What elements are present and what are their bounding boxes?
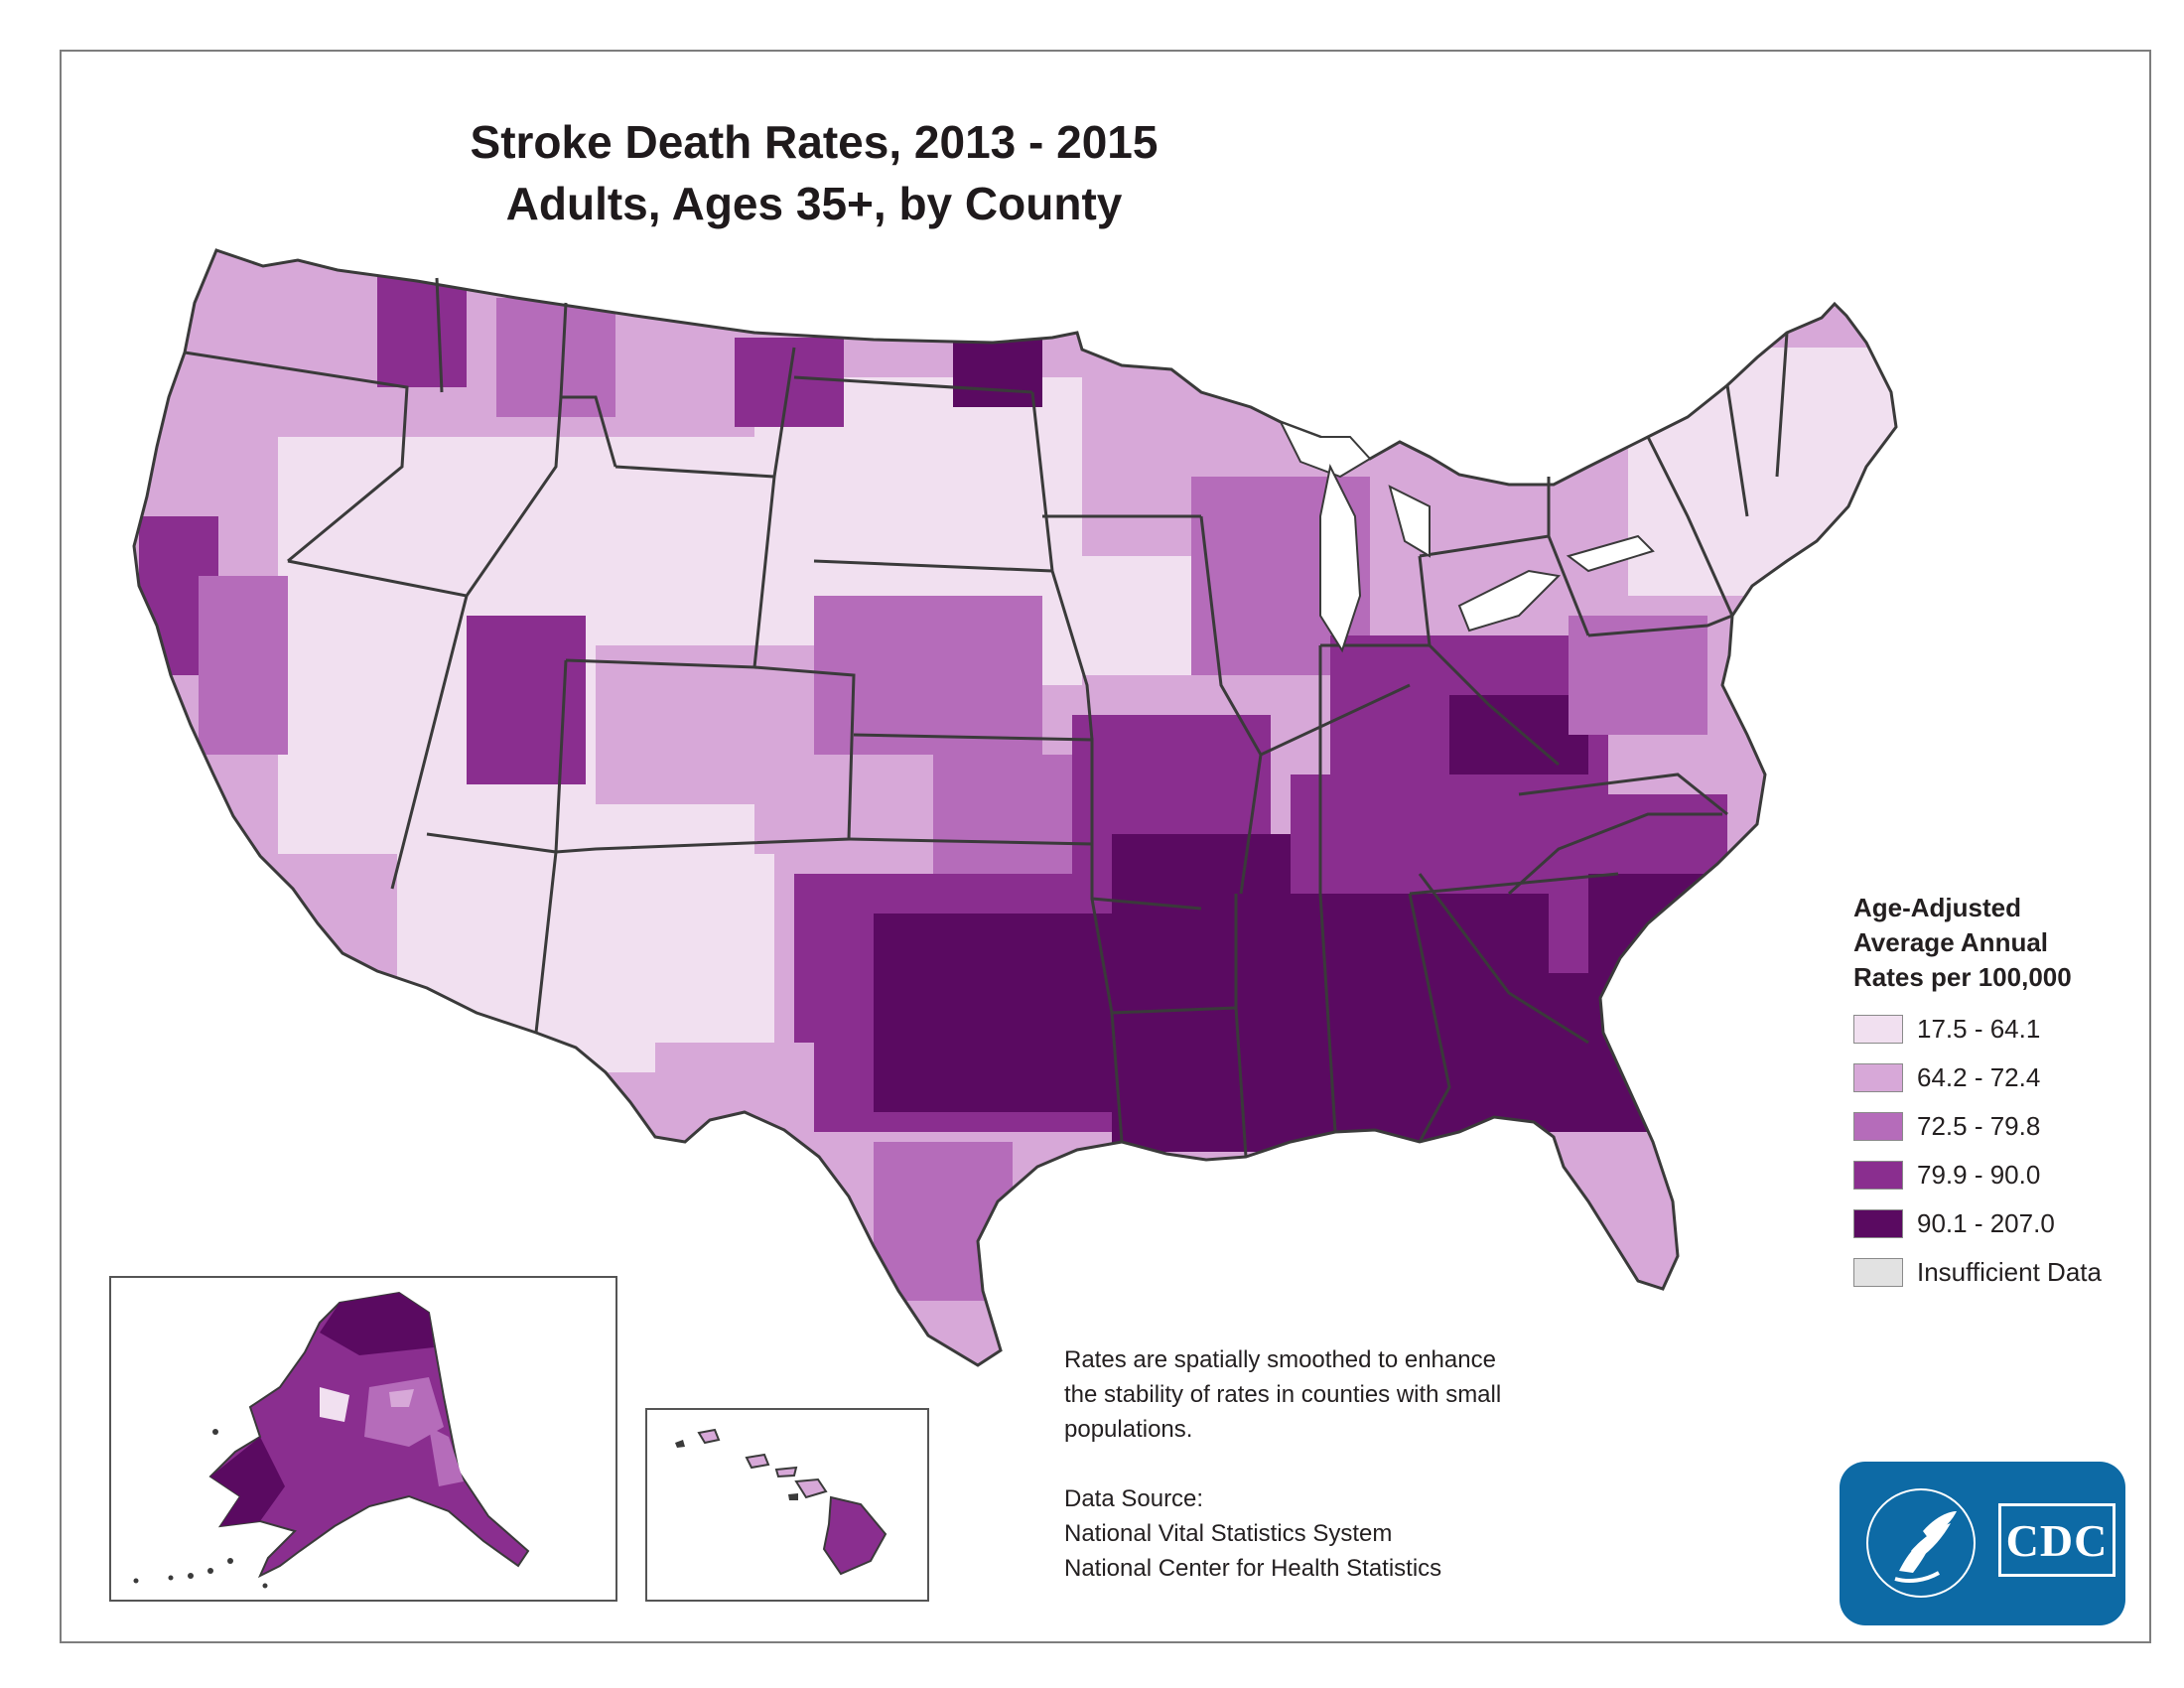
legend-title: Age-Adjusted Average Annual Rates per 10… [1853,891,2151,995]
smoothing-note-line: Rates are spatially smoothed to enhance [1064,1346,1496,1373]
legend-title-line: Average Annual [1853,927,2049,957]
legend-item: Insufficient Data [1853,1248,2151,1297]
smoothing-note-line: populations. [1064,1416,1193,1443]
great-lakes [1278,420,1655,653]
legend-item: 90.1 - 207.0 [1853,1199,2151,1248]
county-fill-layer [134,250,1896,1365]
legend-swatch [1853,1015,1903,1044]
alaska-map [133,1291,530,1589]
legend-label: 79.9 - 90.0 [1917,1160,2041,1190]
data-source-line: National Center for Health Statistics [1064,1555,1442,1582]
map-notes: Rates are spatially smoothed to enhance … [1064,1342,1580,1586]
legend-swatch [1853,1112,1903,1141]
smoothing-note-line: the stability of rates in counties with … [1064,1381,1502,1408]
legend-title-line: Rates per 100,000 [1853,962,2072,992]
legend-item: 79.9 - 90.0 [1853,1151,2151,1199]
title-line-2: Adults, Ages 35+, by County [505,178,1123,229]
legend: Age-Adjusted Average Annual Rates per 10… [1853,891,2151,1297]
legend-item: 17.5 - 64.1 [1853,1005,2151,1054]
legend-swatch [1853,1063,1903,1092]
data-source-heading: Data Source: [1064,1485,1204,1512]
legend-label: 64.2 - 72.4 [1917,1062,2041,1092]
title-line-1: Stroke Death Rates, 2013 - 2015 [470,116,1159,168]
legend-swatch [1853,1209,1903,1238]
hawaii-inset [645,1408,929,1602]
legend-label: 72.5 - 79.8 [1917,1111,2041,1141]
hawaii-map [675,1428,887,1576]
cdc-wordmark: CDC [1998,1503,2116,1577]
legend-title-line: Age-Adjusted [1853,893,2021,922]
legend-item: 64.2 - 72.4 [1853,1054,2151,1102]
legend-list: 17.5 - 64.1 64.2 - 72.4 72.5 - 79.8 79.9… [1853,1005,2151,1297]
hhs-seal-icon [1866,1488,1976,1598]
cdc-logo: CDC [1840,1462,2125,1625]
map-title: Stroke Death Rates, 2013 - 2015 Adults, … [0,111,1628,234]
data-source-line: National Vital Statistics System [1064,1520,1393,1547]
legend-item: 72.5 - 79.8 [1853,1102,2151,1151]
legend-label: Insufficient Data [1917,1257,2102,1287]
alaska-inset [109,1276,617,1602]
legend-label: 90.1 - 207.0 [1917,1208,2055,1238]
legend-label: 17.5 - 64.1 [1917,1014,2041,1044]
legend-swatch [1853,1258,1903,1287]
legend-swatch [1853,1161,1903,1190]
state-borders [132,248,1898,1367]
map-frame [60,50,2151,1643]
